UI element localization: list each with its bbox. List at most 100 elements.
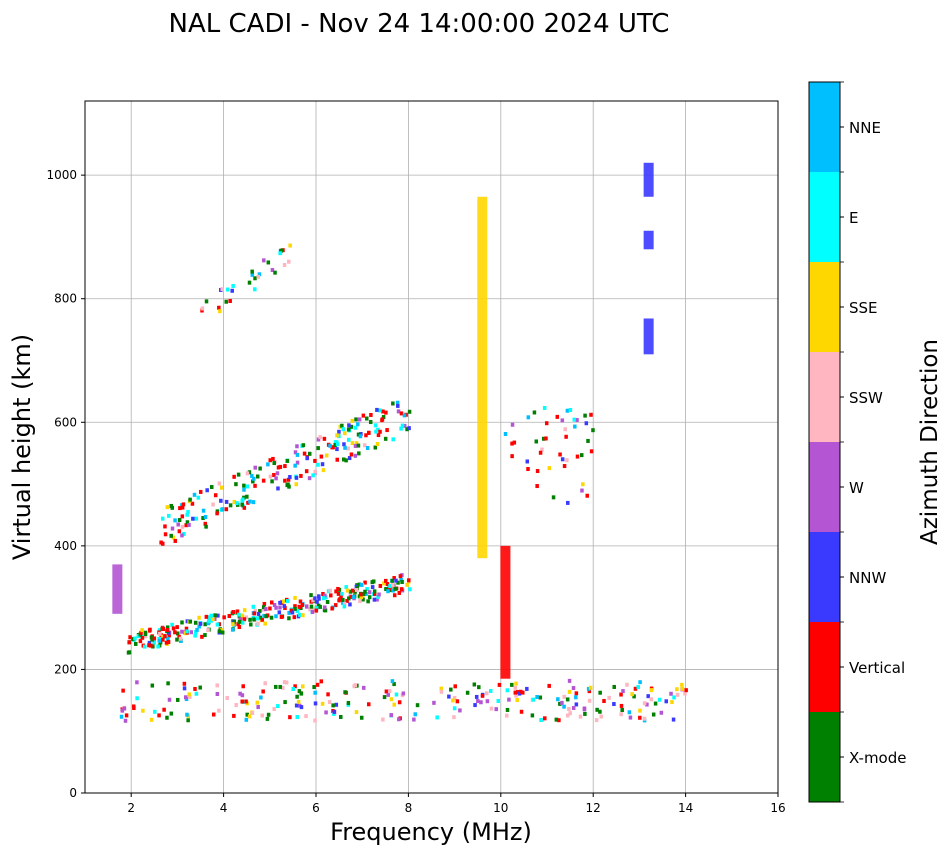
echo-point	[200, 634, 204, 639]
echo-point	[153, 709, 157, 714]
echo-point	[281, 248, 285, 253]
echo-point	[354, 441, 359, 446]
echo-point	[324, 453, 329, 458]
echo-point	[175, 697, 180, 702]
echo-point	[334, 589, 338, 594]
echo-point	[664, 699, 668, 704]
echo-point	[274, 684, 278, 689]
echo-point	[391, 401, 395, 406]
x-tick-label: 10	[493, 801, 508, 815]
echo-point	[185, 512, 189, 517]
echo-point	[363, 589, 367, 594]
echo-point	[598, 709, 602, 714]
echo-point	[407, 409, 412, 414]
echo-point	[198, 685, 202, 690]
echo-point	[290, 610, 295, 615]
echo-point	[344, 458, 348, 463]
echo-point	[452, 715, 456, 720]
echo-point	[136, 634, 141, 639]
echo-point	[336, 591, 341, 596]
echo-point	[262, 613, 266, 618]
colorbar-tick-label: W	[849, 479, 864, 497]
echo-point	[399, 426, 403, 431]
echo-point	[201, 516, 205, 521]
echo-point	[329, 593, 333, 598]
echo-point	[220, 630, 225, 635]
echo-point	[317, 594, 321, 599]
echo-point	[187, 692, 192, 697]
echo-point	[193, 620, 198, 625]
echo-point	[361, 591, 366, 596]
echo-point	[251, 479, 255, 484]
echo-point	[472, 682, 477, 687]
echo-point	[180, 629, 184, 634]
echo-point	[542, 405, 547, 410]
echo-point	[343, 431, 347, 436]
echo-point	[167, 633, 171, 638]
echo-point	[259, 695, 263, 700]
echo-point	[132, 705, 136, 710]
echo-point	[204, 524, 208, 529]
echo-point	[270, 600, 274, 605]
echo-point	[330, 606, 334, 611]
echo-point	[315, 599, 319, 604]
echo-point	[293, 595, 297, 600]
echo-point	[354, 710, 359, 715]
echo-point	[170, 622, 174, 627]
echo-point	[256, 274, 261, 279]
echo-point	[356, 422, 360, 427]
echo-point	[439, 689, 444, 694]
echo-point	[413, 712, 418, 717]
echo-point	[405, 427, 409, 432]
echo-point	[245, 471, 250, 476]
echo-point	[341, 457, 346, 462]
echo-point	[531, 697, 536, 702]
echo-point	[399, 411, 404, 416]
echo-point	[349, 424, 354, 429]
echo-point	[209, 485, 214, 490]
echo-column	[643, 162, 654, 197]
echo-point	[128, 635, 132, 640]
x-axis-ticks: 2 4 6 8 10 12 14 16	[127, 793, 786, 815]
echo-point	[256, 621, 260, 626]
echo-point	[619, 712, 623, 717]
echo-point	[232, 713, 236, 718]
echo-point	[307, 476, 312, 481]
echo-point	[163, 532, 168, 537]
echo-point	[264, 607, 268, 612]
echo-point	[343, 445, 347, 450]
echo-point	[680, 682, 684, 687]
echo-point	[219, 628, 224, 633]
echo-point	[294, 703, 299, 708]
echo-point	[586, 438, 590, 443]
echo-point	[619, 703, 624, 708]
echo-point	[246, 500, 250, 505]
echo-point	[213, 613, 217, 618]
echo-point	[583, 413, 587, 418]
echo-point	[408, 587, 412, 592]
echo-point	[205, 488, 209, 493]
echo-point	[235, 609, 240, 614]
echo-point	[653, 701, 658, 706]
echo-point	[160, 516, 165, 521]
echo-point	[583, 711, 587, 716]
echo-point	[177, 518, 182, 523]
echo-point	[638, 708, 642, 713]
echo-point	[348, 602, 352, 607]
echo-point	[268, 474, 273, 479]
echo-point	[297, 604, 302, 609]
echo-point	[393, 586, 397, 591]
echo-point	[241, 497, 245, 502]
echo-point	[294, 475, 299, 480]
echo-point	[405, 582, 409, 587]
echo-point	[555, 414, 560, 419]
echo-point	[302, 451, 307, 456]
echo-point	[315, 682, 320, 687]
echo-point	[151, 644, 155, 649]
echo-point	[263, 681, 267, 686]
echo-point	[337, 434, 341, 439]
echo-point	[353, 683, 358, 688]
echo-point	[152, 636, 157, 641]
echo-point	[627, 710, 632, 715]
echo-point	[398, 574, 403, 579]
